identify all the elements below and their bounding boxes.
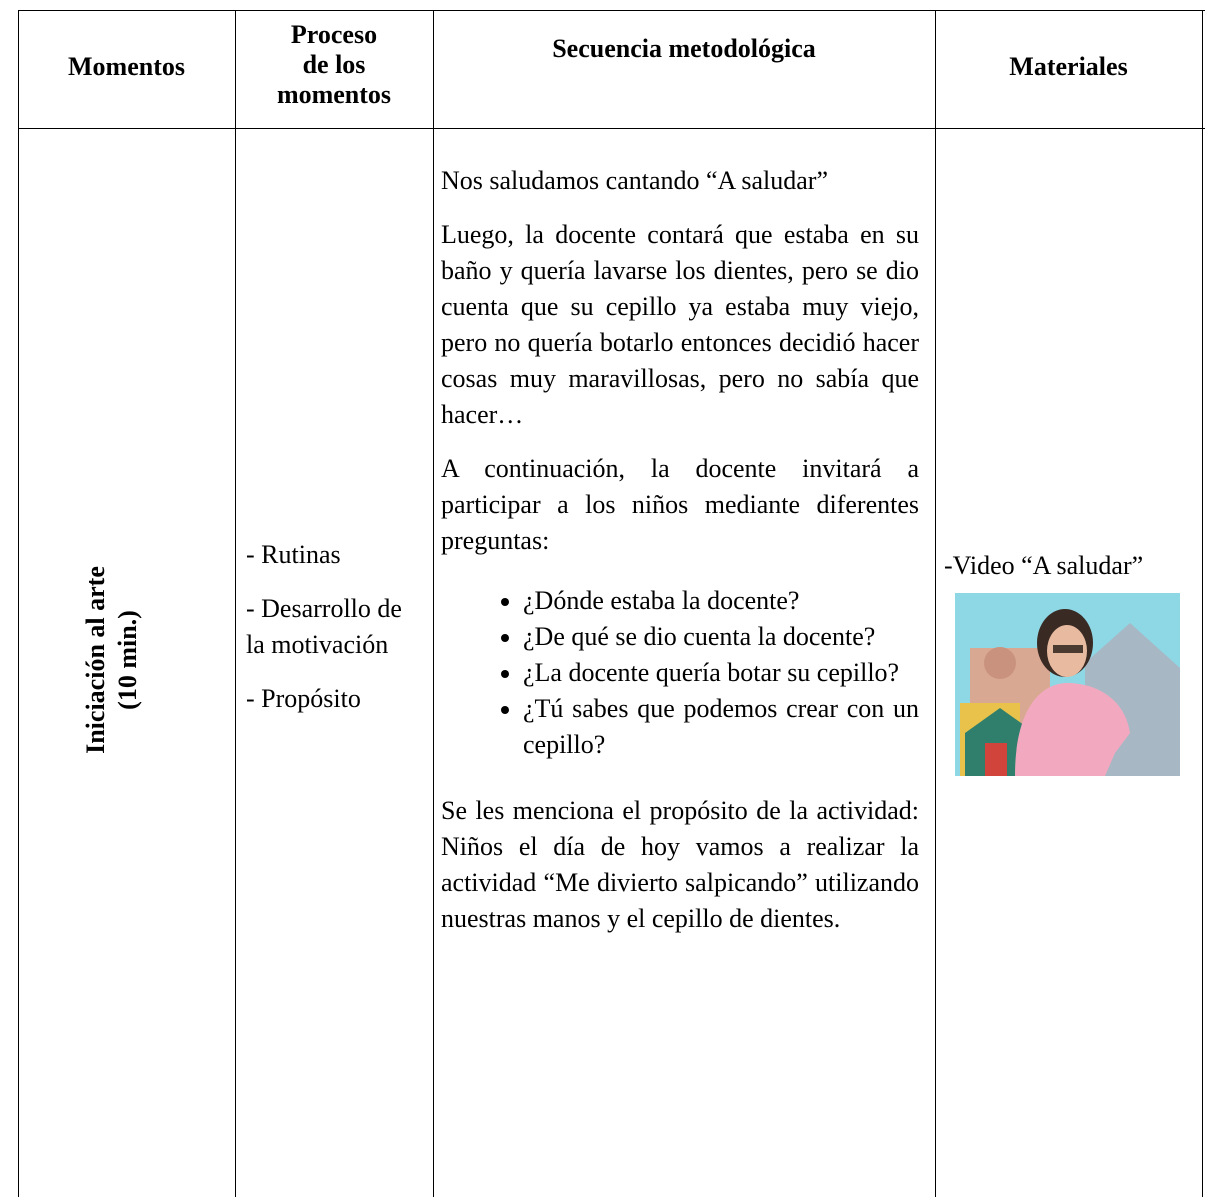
shirt	[1015, 683, 1130, 776]
materials-cell: -Video “A saludar”	[944, 551, 1144, 580]
header-cell: Proceso de los momentos	[235, 20, 433, 110]
border	[18, 10, 1205, 11]
question: ¿Tú sabes que podemos crear con un cepil…	[523, 691, 919, 763]
header-cell: Materiales	[1009, 52, 1128, 81]
process-cell: - Rutinas - Desarrollo de la motivación …	[246, 537, 406, 735]
header-cell: Momentos	[68, 52, 185, 81]
question: ¿La docente quería botar su cepillo?	[523, 655, 919, 691]
paragraph: Luego, la docente contará que estaba en …	[441, 220, 919, 429]
question: ¿Dónde estaba la docente?	[523, 583, 919, 619]
border	[18, 128, 1205, 129]
process-item: - Rutinas	[246, 540, 341, 569]
border	[935, 10, 936, 1197]
question-list: ¿Dónde estaba la docente? ¿De qué se dio…	[0, 583, 919, 763]
paragraph: Nos saludamos cantando “A saludar”	[441, 166, 829, 195]
header-cell: Secuencia metodológica	[552, 34, 816, 63]
paragraph: Se les menciona el propósito de la activ…	[441, 796, 919, 933]
window	[984, 647, 1016, 679]
border	[235, 10, 236, 1197]
question: ¿De qué se dio cuenta la docente?	[523, 619, 919, 655]
border	[1202, 10, 1203, 1197]
sequence-cell: Nos saludamos cantando “A saludar” Luego…	[441, 163, 919, 955]
header-line: Proceso	[290, 20, 378, 49]
door	[985, 743, 1007, 776]
border	[433, 10, 434, 1197]
paragraph: A continuación, la docente invitará a pa…	[441, 454, 919, 555]
process-item: - Propósito	[246, 684, 361, 713]
border	[18, 10, 19, 1197]
process-item: - Desarrollo de la motivación	[246, 594, 402, 659]
header-line: de los	[302, 50, 366, 79]
header-line: momentos	[276, 80, 392, 109]
video-thumbnail	[955, 593, 1180, 776]
glasses	[1053, 645, 1083, 653]
